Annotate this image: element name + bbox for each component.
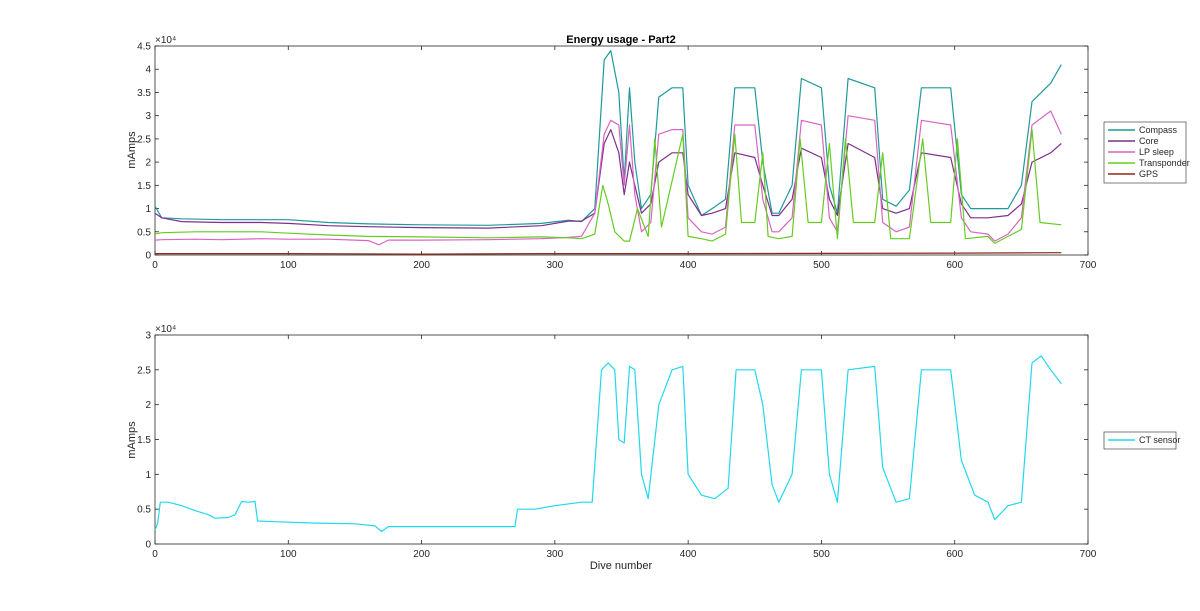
x-tick-label: 200 xyxy=(413,549,430,560)
y-axis: 0 0.5 1 1.5 2 2.5 3 xyxy=(137,331,1088,551)
y-tick-label: 3 xyxy=(145,111,151,122)
x-tick-label: 0 xyxy=(152,549,158,560)
x-tick-label: 300 xyxy=(547,549,564,560)
legend-label-gps: GPS xyxy=(1139,169,1158,179)
y-tick-label: 4.5 xyxy=(137,42,151,53)
y-tick-label: 1.5 xyxy=(137,181,151,192)
x-tick-label: 700 xyxy=(1080,260,1097,271)
y-tick-label: 0 xyxy=(145,540,151,551)
y-tick-label: 4 xyxy=(145,65,151,76)
legend-label-ct-sensor: CT sensor xyxy=(1139,435,1180,445)
x-tick-label: 600 xyxy=(946,549,963,560)
legend-label-transponder: Transponder xyxy=(1139,158,1190,168)
y-tick-label: 2 xyxy=(145,158,151,169)
x-tick-label: 100 xyxy=(280,549,297,560)
legend: CT sensor xyxy=(1103,431,1180,450)
y-tick-label: 3 xyxy=(145,331,151,342)
plot-area xyxy=(154,334,1089,545)
x-tick-label: 400 xyxy=(680,260,697,271)
x-tick-label: 500 xyxy=(813,260,830,271)
x-tick-label: 300 xyxy=(547,260,564,271)
y-tick-label: 1 xyxy=(145,470,151,481)
series-line-core xyxy=(154,129,1062,229)
series-line-lp-sleep xyxy=(154,110,1062,246)
x-tick-label: 400 xyxy=(680,549,697,560)
series-line-compass xyxy=(154,50,1062,226)
series-line-gps xyxy=(155,252,1062,255)
y-tick-label: 0.5 xyxy=(137,505,151,516)
y-axis: 0 0.5 1 1.5 2 2.5 3 3.5 4 4.5 xyxy=(137,42,1088,262)
y-tick-label: 0.5 xyxy=(137,227,151,238)
x-axis-label: Dive number xyxy=(590,560,653,572)
legend-label-lp-sleep: LP sleep xyxy=(1139,147,1174,157)
x-tick-label: 200 xyxy=(413,260,430,271)
legend-box xyxy=(1103,431,1177,450)
y-tick-label: 0 xyxy=(145,251,151,262)
series-line-ct-sensor xyxy=(154,355,1062,533)
ct-sensor-chart: 0 100 200 300 400 500 600 700 0 0.5 1 1.5 2 2.5 3 ×10… xyxy=(126,324,1180,572)
y-exponent-label: ×10⁴ xyxy=(155,324,176,335)
y-tick-label: 2 xyxy=(145,400,151,411)
x-axis: 0 100 200 300 400 500 600 700 xyxy=(152,46,1097,271)
series-line-transponder xyxy=(154,129,1062,244)
legend-label-compass: Compass xyxy=(1139,125,1178,135)
y-tick-label: 1 xyxy=(145,204,151,215)
x-tick-label: 0 xyxy=(152,260,158,271)
series-layer xyxy=(154,355,1062,533)
x-tick-label: 700 xyxy=(1080,549,1097,560)
legend-label-core: Core xyxy=(1139,136,1159,146)
y-axis-label: mAmps xyxy=(126,131,138,169)
y-tick-label: 3.5 xyxy=(137,88,151,99)
y-tick-label: 1.5 xyxy=(137,435,151,446)
x-axis: 0 100 200 300 400 500 600 700 xyxy=(152,335,1097,560)
x-tick-label: 500 xyxy=(813,549,830,560)
y-axis-label: mAmps xyxy=(126,421,138,459)
chart-title: Energy usage - Part2 xyxy=(566,34,675,46)
x-tick-label: 100 xyxy=(280,260,297,271)
energy-usage-chart: Energy usage - Part2 0 100 200 300 400 500 600… xyxy=(126,34,1190,271)
x-tick-label: 600 xyxy=(946,260,963,271)
y-tick-label: 2.5 xyxy=(137,365,151,376)
y-tick-label: 2.5 xyxy=(137,134,151,145)
series-layer xyxy=(154,50,1062,255)
y-exponent-label: ×10⁴ xyxy=(155,35,176,46)
